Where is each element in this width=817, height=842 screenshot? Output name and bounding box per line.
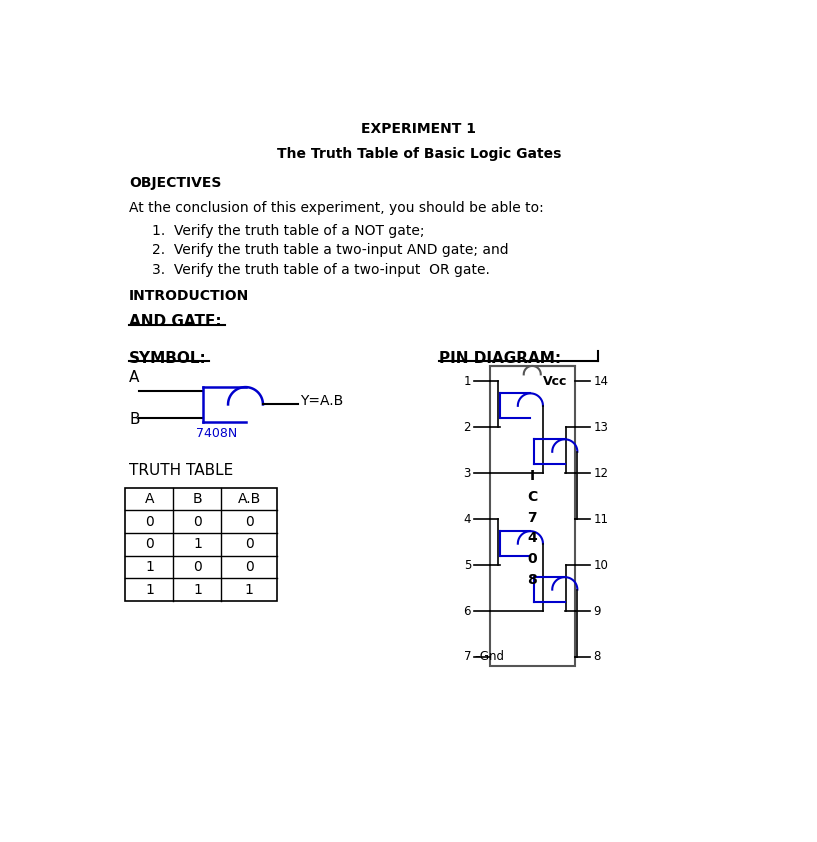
Text: A: A: [129, 370, 140, 385]
Text: 9: 9: [593, 605, 601, 617]
Text: INTRODUCTION: INTRODUCTION: [129, 289, 249, 303]
Text: 13: 13: [593, 421, 609, 434]
Text: TRUTH TABLE: TRUTH TABLE: [129, 463, 234, 478]
Text: 3: 3: [464, 466, 471, 480]
Text: 8: 8: [528, 573, 537, 587]
Text: 1: 1: [245, 583, 254, 597]
Text: 4: 4: [463, 513, 471, 525]
Text: 4: 4: [528, 531, 537, 546]
Text: Y=A.B: Y=A.B: [300, 394, 343, 408]
Text: 1: 1: [145, 583, 154, 597]
Text: The Truth Table of Basic Logic Gates: The Truth Table of Basic Logic Gates: [276, 147, 561, 161]
Text: PIN DIAGRAM:: PIN DIAGRAM:: [440, 350, 561, 365]
FancyBboxPatch shape: [125, 488, 277, 601]
Text: 7: 7: [528, 510, 537, 525]
Text: 12: 12: [593, 466, 609, 480]
Text: 0: 0: [145, 514, 154, 529]
Text: 0: 0: [193, 560, 202, 574]
Text: –Gnd: –Gnd: [474, 651, 504, 663]
Text: B: B: [193, 492, 203, 506]
Text: 0: 0: [245, 537, 254, 552]
Text: 2.  Verify the truth table a two-input AND gate; and: 2. Verify the truth table a two-input AN…: [153, 243, 509, 258]
Text: A: A: [145, 492, 154, 506]
Text: Vcc: Vcc: [542, 375, 567, 388]
Text: At the conclusion of this experiment, you should be able to:: At the conclusion of this experiment, yo…: [129, 201, 544, 216]
Text: 1: 1: [145, 560, 154, 574]
Text: 0: 0: [528, 552, 537, 566]
Text: 1.  Verify the truth table of a NOT gate;: 1. Verify the truth table of a NOT gate;: [153, 224, 425, 238]
Text: SYMBOL:: SYMBOL:: [129, 350, 207, 365]
FancyBboxPatch shape: [489, 366, 575, 666]
Text: 11: 11: [593, 513, 609, 525]
Text: 0: 0: [145, 537, 154, 552]
Text: 3.  Verify the truth table of a two-input  OR gate.: 3. Verify the truth table of a two-input…: [153, 263, 490, 277]
Text: 6: 6: [463, 605, 471, 617]
Text: 1: 1: [463, 375, 471, 388]
Text: 2: 2: [463, 421, 471, 434]
Text: 14: 14: [593, 375, 609, 388]
Text: 0: 0: [193, 514, 202, 529]
Text: I: I: [529, 469, 535, 483]
Text: 7408N: 7408N: [196, 427, 238, 440]
Text: C: C: [527, 490, 538, 504]
Text: 1: 1: [193, 537, 202, 552]
Text: 8: 8: [593, 651, 600, 663]
Text: EXPERIMENT 1: EXPERIMENT 1: [361, 122, 476, 136]
Text: A.B: A.B: [238, 492, 261, 506]
Text: B: B: [129, 412, 140, 427]
Text: 0: 0: [245, 560, 254, 574]
Text: 10: 10: [593, 558, 609, 572]
Text: 0: 0: [245, 514, 254, 529]
Text: OBJECTIVES: OBJECTIVES: [129, 176, 221, 189]
Text: 7: 7: [463, 651, 471, 663]
Text: 1: 1: [193, 583, 202, 597]
Text: 5: 5: [464, 558, 471, 572]
Text: AND GATE:: AND GATE:: [129, 314, 222, 329]
